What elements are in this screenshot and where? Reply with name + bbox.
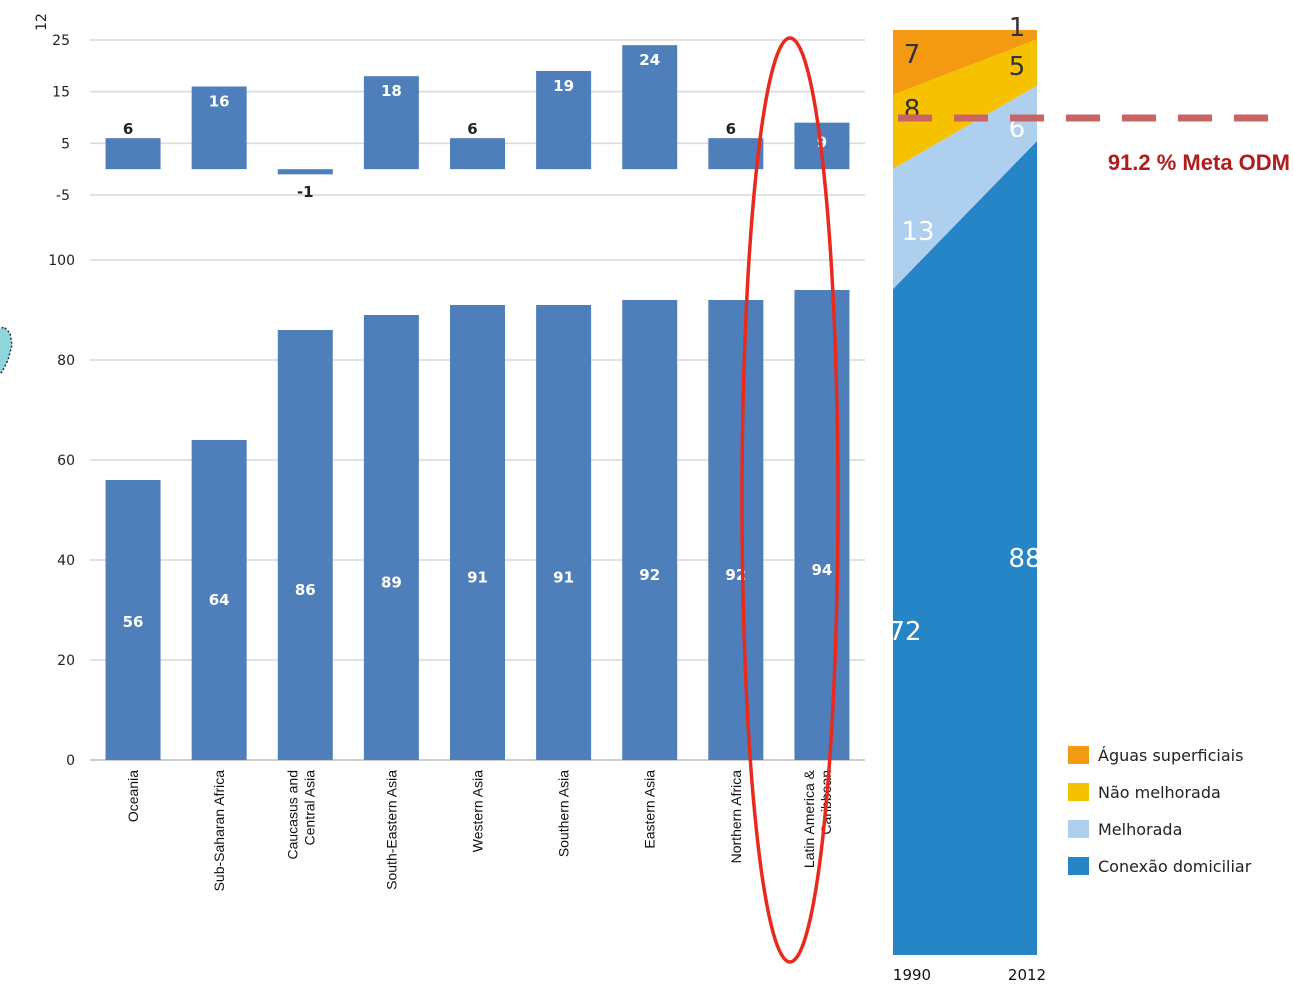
bottom-bar-value-label: 91 [553,569,574,587]
stack-band [893,85,1037,289]
top-bar [363,76,419,170]
top-bar-value-label: -1 [297,183,314,201]
top-bar [622,45,678,170]
stack-value-label: 72 [888,617,921,647]
bottom-bar [450,305,505,760]
stack-year-label: 1990 [893,966,931,984]
bottom-y-tick-label: 80 [57,353,75,369]
bottom-bar [622,300,678,760]
top-bar-value-label: 18 [381,82,402,100]
bottom-y-tick-label: 60 [57,453,75,469]
legend-label: Conexão domiciliar [1098,857,1252,876]
bottom-bar [536,305,592,760]
category-labels: Oceania Sub-Saharan Africa Caucasus andCen… [125,769,834,891]
bottom-bar-value-label: 89 [381,574,402,592]
top-bar [450,138,505,170]
stack-band [893,141,1037,955]
category-label: Southern Asia [556,770,572,857]
bottom-bar [794,290,850,760]
category-label: Oceania [125,770,141,822]
top-bar [277,169,333,175]
category-label: South-Eastern Asia [383,770,399,890]
top-y-tick-label: -5 [56,188,70,204]
top-axis-fragment: 12 [34,13,50,31]
category-label: Caucasus andCentral Asia [284,770,317,860]
stack-legend: Águas superficiais Não melhorada Melhorada… [1068,746,1252,876]
bottom-y-tick-label: 0 [66,753,75,769]
legend-label: Melhorada [1098,820,1182,839]
legend-label: Não melhorada [1098,783,1221,802]
top-bar [536,71,592,170]
legend-label: Águas superficiais [1098,746,1243,765]
stack-value-label: 7 [904,40,921,70]
legend-swatch [1068,820,1089,838]
bottom-y-tick-label: 20 [57,653,75,669]
legend-swatch [1068,746,1089,764]
edge-marker-icon [0,326,13,375]
bottom-bar-value-label: 86 [295,581,316,599]
top-y-tick-label: 15 [52,85,70,101]
top-y-tick-label: 5 [61,136,70,152]
category-label: Eastern Asia [642,770,658,849]
stack-value-label: 13 [901,217,934,247]
top-bar-value-label: 16 [209,93,230,111]
stack-value-label: 88 [1008,544,1041,574]
bottom-bar-value-label: 56 [123,613,144,631]
stack-year-label: 2012 [1008,966,1046,984]
bottom-bar [277,330,333,760]
category-label: Sub-Saharan Africa [211,770,227,892]
stack-band [893,39,1037,169]
bottom-bar [191,440,247,760]
highlight-ellipse [740,36,840,964]
category-label: Western Asia [470,770,486,852]
bottom-bar-value-label: 94 [812,561,833,579]
stack-value-label: 1 [1009,13,1026,43]
top-bar [191,86,247,170]
bottom-bar-value-label: 92 [639,566,660,584]
category-label: Northern Africa [728,770,744,864]
top-bar [708,138,764,170]
top-bar-value-label: 19 [553,77,574,95]
top-y-tick-label: 25 [52,33,70,49]
bottom-bar [105,480,161,760]
stack-value-label: 5 [1009,52,1026,82]
stack-band [893,30,1037,95]
top-bar-value-label: 6 [726,120,736,138]
legend-swatch [1068,783,1089,801]
bottom-y-tick-label: 100 [48,253,75,269]
bottom-bar-value-label: 91 [467,569,488,587]
top-bar-value-label: 6 [467,120,477,138]
bottom-bar-value-label: 64 [209,591,230,609]
top-chart-gridlines: 25 15 5 -5 12 [34,13,865,204]
top-bar-value-label: 6 [123,120,133,138]
legend-swatch [1068,857,1089,875]
annotations: 91.2 % Meta ODM [0,36,1290,964]
target-line-label: 91.2 % Meta ODM [1108,150,1290,175]
bottom-bar [708,300,764,760]
top-bar-value-label: 24 [639,51,660,69]
bottom-y-tick-label: 40 [57,553,75,569]
top-bar [105,138,161,170]
bottom-bar [363,315,419,760]
